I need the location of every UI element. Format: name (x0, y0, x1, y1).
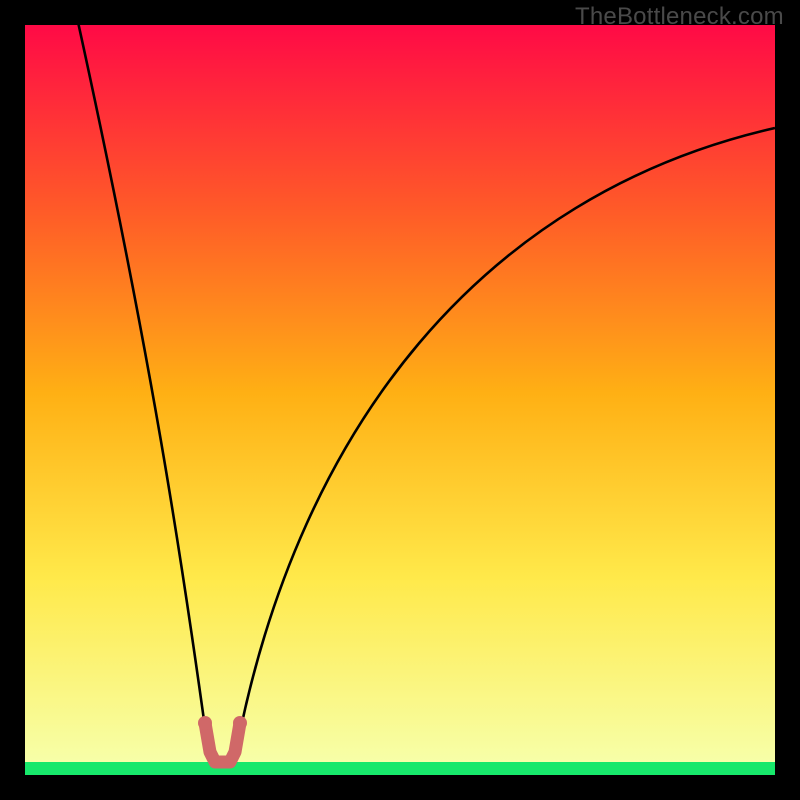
green-baseline (25, 762, 775, 775)
heat-gradient (25, 25, 775, 762)
watermark-text: TheBottleneck.com (575, 3, 784, 31)
chart-stage: TheBottleneck.com (0, 0, 800, 800)
